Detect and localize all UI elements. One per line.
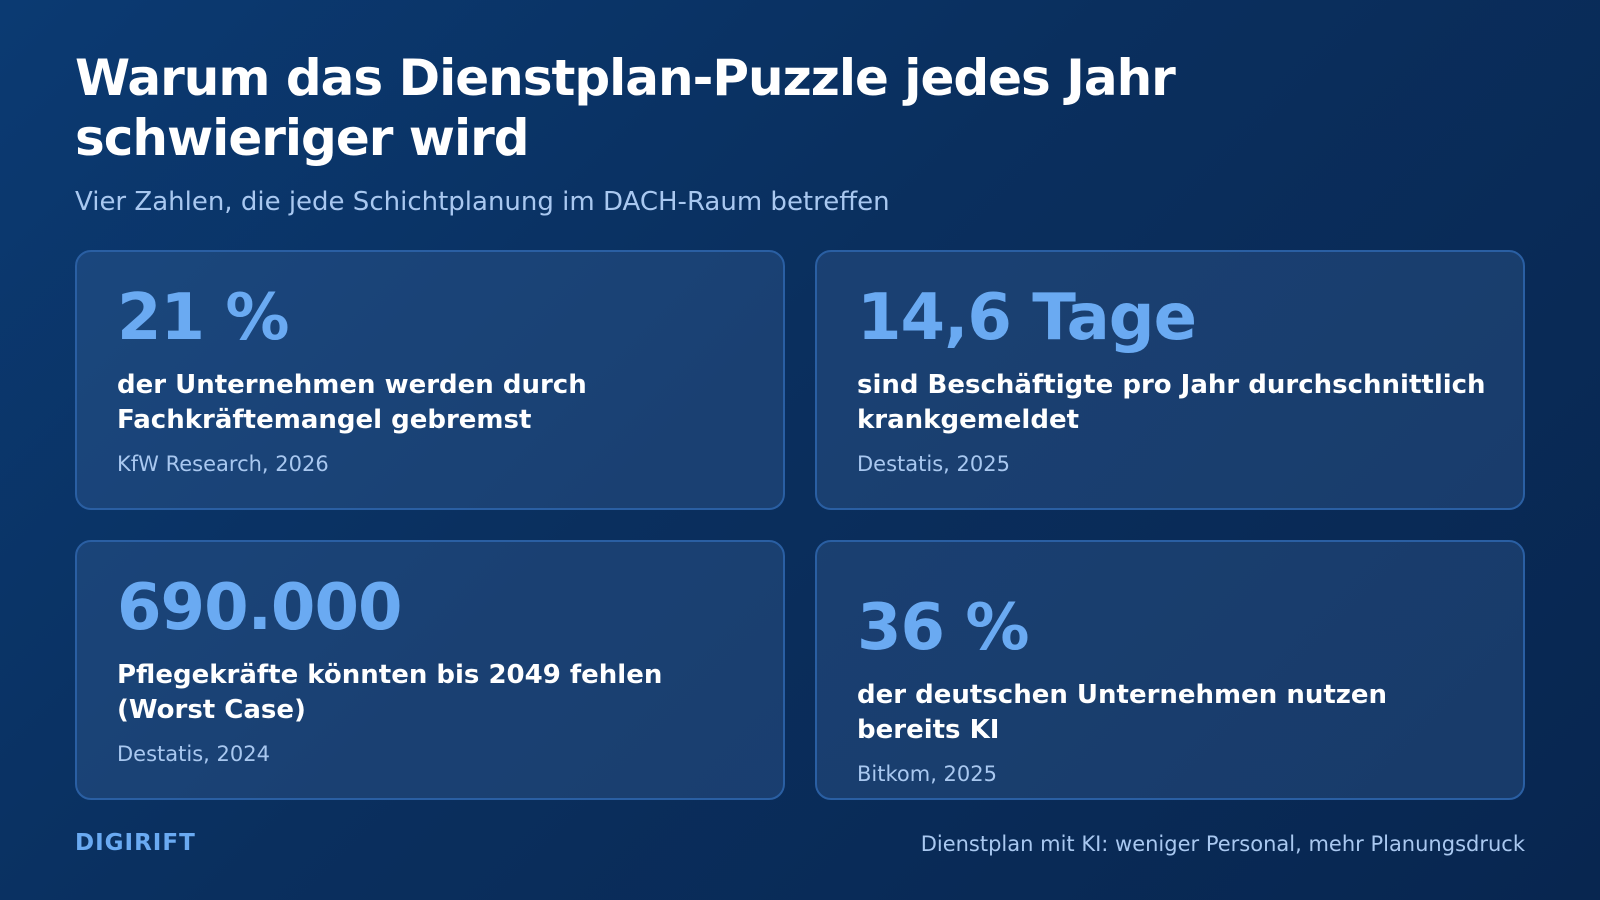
brand-logo: DIGIRIFT — [75, 830, 196, 856]
stat-source: Destatis, 2025 — [857, 452, 1010, 476]
stat-description: der deutschen Unternehmen nutzen bereits… — [857, 680, 1388, 745]
stat-card-care-workers: 690.000 Pflegekräfte könnten bis 2049 fe… — [75, 540, 785, 800]
footer-tagline: Dienstplan mit KI: weniger Personal, meh… — [920, 832, 1525, 856]
stat-card-sick-days: 14,6 Tage sind Beschäftigte pro Jahr dur… — [815, 250, 1525, 510]
slide: Warum das Dienstplan-Puzzle jedes Jahr s… — [75, 48, 1525, 858]
stat-card-skilled-labor: 21 % der Unternehmen werden durch Fachkr… — [75, 250, 785, 510]
stat-card-ai-usage: 36 % der deutschen Unternehmen nutzen be… — [815, 540, 1525, 800]
stat-source: Destatis, 2024 — [117, 742, 270, 766]
stat-value: 21 % — [117, 281, 289, 355]
stat-source: KfW Research, 2026 — [117, 452, 329, 476]
stat-description: der Unternehmen werden durch Fachkräftem… — [117, 370, 587, 435]
stat-description: Pflegekräfte könnten bis 2049 fehlen (Wo… — [117, 660, 663, 725]
stat-value: 36 % — [857, 591, 1029, 665]
stats-grid: 21 % der Unternehmen werden durch Fachkr… — [75, 250, 1525, 800]
stat-source: Bitkom, 2025 — [857, 762, 997, 786]
footer: DIGIRIFT Dienstplan mit KI: weniger Pers… — [75, 830, 1525, 860]
page-subtitle: Vier Zahlen, die jede Schichtplanung im … — [75, 187, 890, 217]
stat-value: 690.000 — [117, 571, 403, 645]
stat-description: sind Beschäftigte pro Jahr durchschnittl… — [857, 370, 1486, 435]
stat-value: 14,6 Tage — [857, 281, 1197, 355]
page-title: Warum das Dienstplan-Puzzle jedes Jahr s… — [75, 49, 1176, 167]
